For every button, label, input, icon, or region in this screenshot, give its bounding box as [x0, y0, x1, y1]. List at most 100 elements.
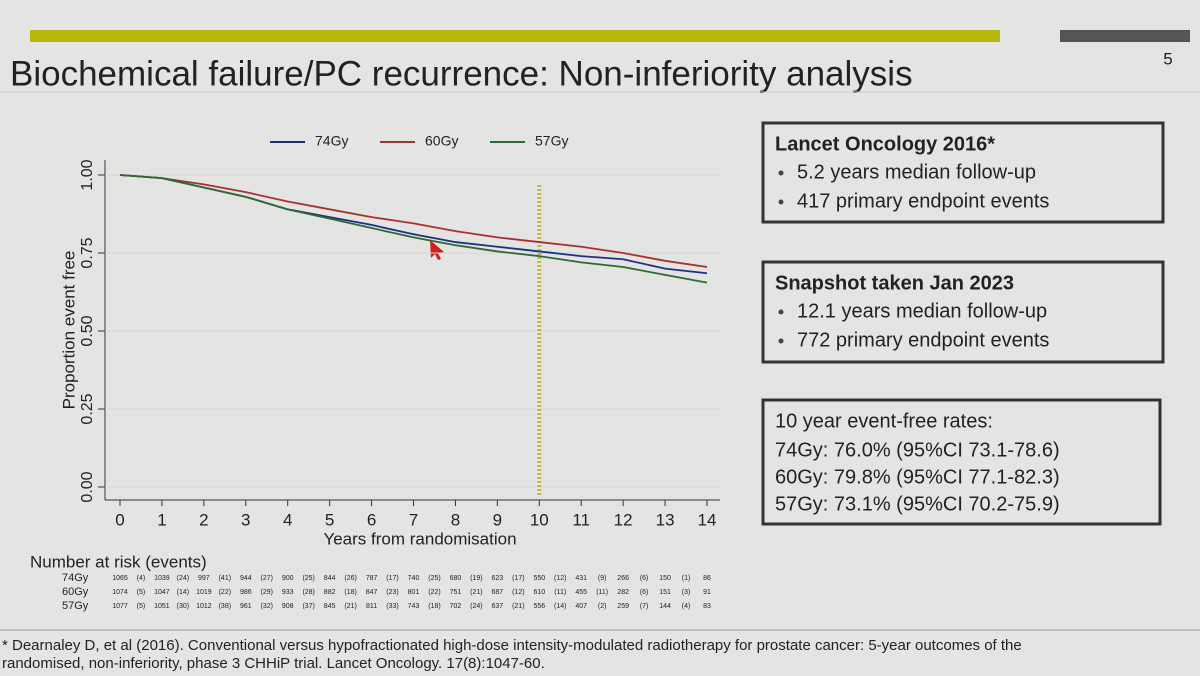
events: (21)	[512, 603, 524, 610]
events: (7)	[640, 603, 649, 610]
x-tick-label: 12	[614, 510, 633, 529]
events: (14)	[554, 603, 566, 610]
events: (33)	[386, 603, 398, 610]
at-risk: 1065	[112, 575, 128, 582]
x-tick-label: 4	[283, 510, 292, 529]
x-tick-label: 5	[325, 510, 334, 529]
events: (14)	[177, 589, 189, 596]
events: (6)	[640, 575, 649, 582]
events: (25)	[428, 575, 440, 582]
x-tick-label: 8	[451, 510, 460, 529]
events: (18)	[344, 589, 356, 596]
at-risk: 844	[324, 575, 336, 582]
events: (22)	[219, 589, 231, 596]
at-risk: 908	[282, 603, 294, 610]
events: (3)	[682, 589, 691, 596]
at-risk: 680	[450, 575, 462, 582]
events: (12)	[554, 575, 566, 582]
events: (22)	[428, 589, 440, 596]
events: (17)	[512, 575, 524, 582]
at-risk: 702	[450, 603, 462, 610]
rates-title: 10 year event-free rates:	[775, 410, 993, 432]
at-risk: 610	[533, 589, 545, 596]
accent-bar-dark	[1060, 30, 1190, 42]
at-risk: 91	[703, 589, 711, 596]
risk-row-label: 60Gy	[62, 586, 89, 598]
x-tick-label: 14	[698, 510, 717, 529]
events: (6)	[640, 589, 649, 596]
events: (41)	[219, 575, 231, 582]
events: (24)	[470, 603, 482, 610]
box-item: 5.2 years median follow-up	[797, 161, 1036, 183]
events: (4)	[137, 575, 146, 582]
legend-label: 57Gy	[535, 133, 568, 149]
at-risk: 282	[617, 589, 629, 596]
events: (17)	[386, 575, 398, 582]
at-risk: 944	[240, 575, 252, 582]
events: (26)	[344, 575, 356, 582]
at-risk: 556	[533, 603, 545, 610]
x-tick-label: 1	[157, 510, 166, 529]
at-risk: 740	[408, 575, 420, 582]
x-tick-label: 3	[241, 510, 250, 529]
at-risk: 900	[282, 575, 294, 582]
accent-bar	[30, 30, 1000, 42]
at-risk: 1039	[154, 575, 170, 582]
events: (5)	[137, 589, 146, 596]
at-risk: 801	[408, 589, 420, 596]
box-item: 12.1 years median follow-up	[797, 300, 1047, 322]
x-tick-label: 7	[409, 510, 418, 529]
box-title: Lancet Oncology 2016*	[775, 133, 995, 155]
x-tick-label: 2	[199, 510, 208, 529]
at-risk: 407	[575, 603, 587, 610]
at-risk: 150	[659, 575, 671, 582]
legend-label: 74Gy	[315, 133, 348, 149]
events: (32)	[261, 603, 273, 610]
rate-line: 60Gy: 79.8% (95%CI 77.1-82.3)	[775, 466, 1060, 488]
events: (37)	[302, 603, 314, 610]
bullet	[778, 338, 784, 344]
rate-line: 57Gy: 73.1% (95%CI 70.2-75.9)	[775, 493, 1060, 515]
at-risk: 787	[366, 575, 378, 582]
legend-label: 60Gy	[425, 133, 458, 149]
at-risk: 986	[240, 589, 252, 596]
y-tick-label: 0.25	[79, 393, 96, 424]
at-risk: 83	[703, 603, 711, 610]
y-tick-label: 0.00	[79, 471, 96, 502]
series-line	[119, 174, 708, 268]
at-risk: 151	[659, 589, 671, 596]
info-box	[761, 121, 1165, 224]
at-risk: 1047	[154, 589, 170, 596]
at-risk: 751	[450, 589, 462, 596]
x-axis-label: Years from randomisation	[323, 529, 516, 548]
at-risk: 882	[324, 589, 336, 596]
events: (25)	[302, 575, 314, 582]
at-risk: 550	[533, 575, 545, 582]
events: (5)	[137, 603, 146, 610]
events: (2)	[598, 603, 607, 610]
x-tick-label: 9	[493, 510, 502, 529]
x-tick-label: 11	[572, 510, 590, 529]
at-risk: 1019	[196, 589, 212, 596]
bullet	[778, 199, 784, 205]
risk-row-label: 57Gy	[62, 600, 89, 612]
at-risk: 259	[617, 603, 629, 610]
rates-box	[761, 398, 1162, 526]
x-tick-label: 0	[115, 510, 124, 529]
at-risk: 933	[282, 589, 294, 596]
y-tick-label: 1.00	[79, 159, 96, 190]
at-risk: 845	[324, 603, 336, 610]
at-risk: 86	[703, 575, 711, 582]
events: (24)	[177, 575, 189, 582]
risk-table-title: Number at risk (events)	[30, 552, 207, 571]
events: (30)	[177, 603, 189, 610]
events: (29)	[261, 589, 273, 596]
events: (9)	[598, 575, 607, 582]
at-risk: 431	[575, 575, 587, 582]
events: (21)	[344, 603, 356, 610]
events: (23)	[386, 589, 398, 596]
events: (38)	[219, 603, 231, 610]
slide-title: Biochemical failure/PC recurrence: Non-i…	[10, 54, 913, 93]
